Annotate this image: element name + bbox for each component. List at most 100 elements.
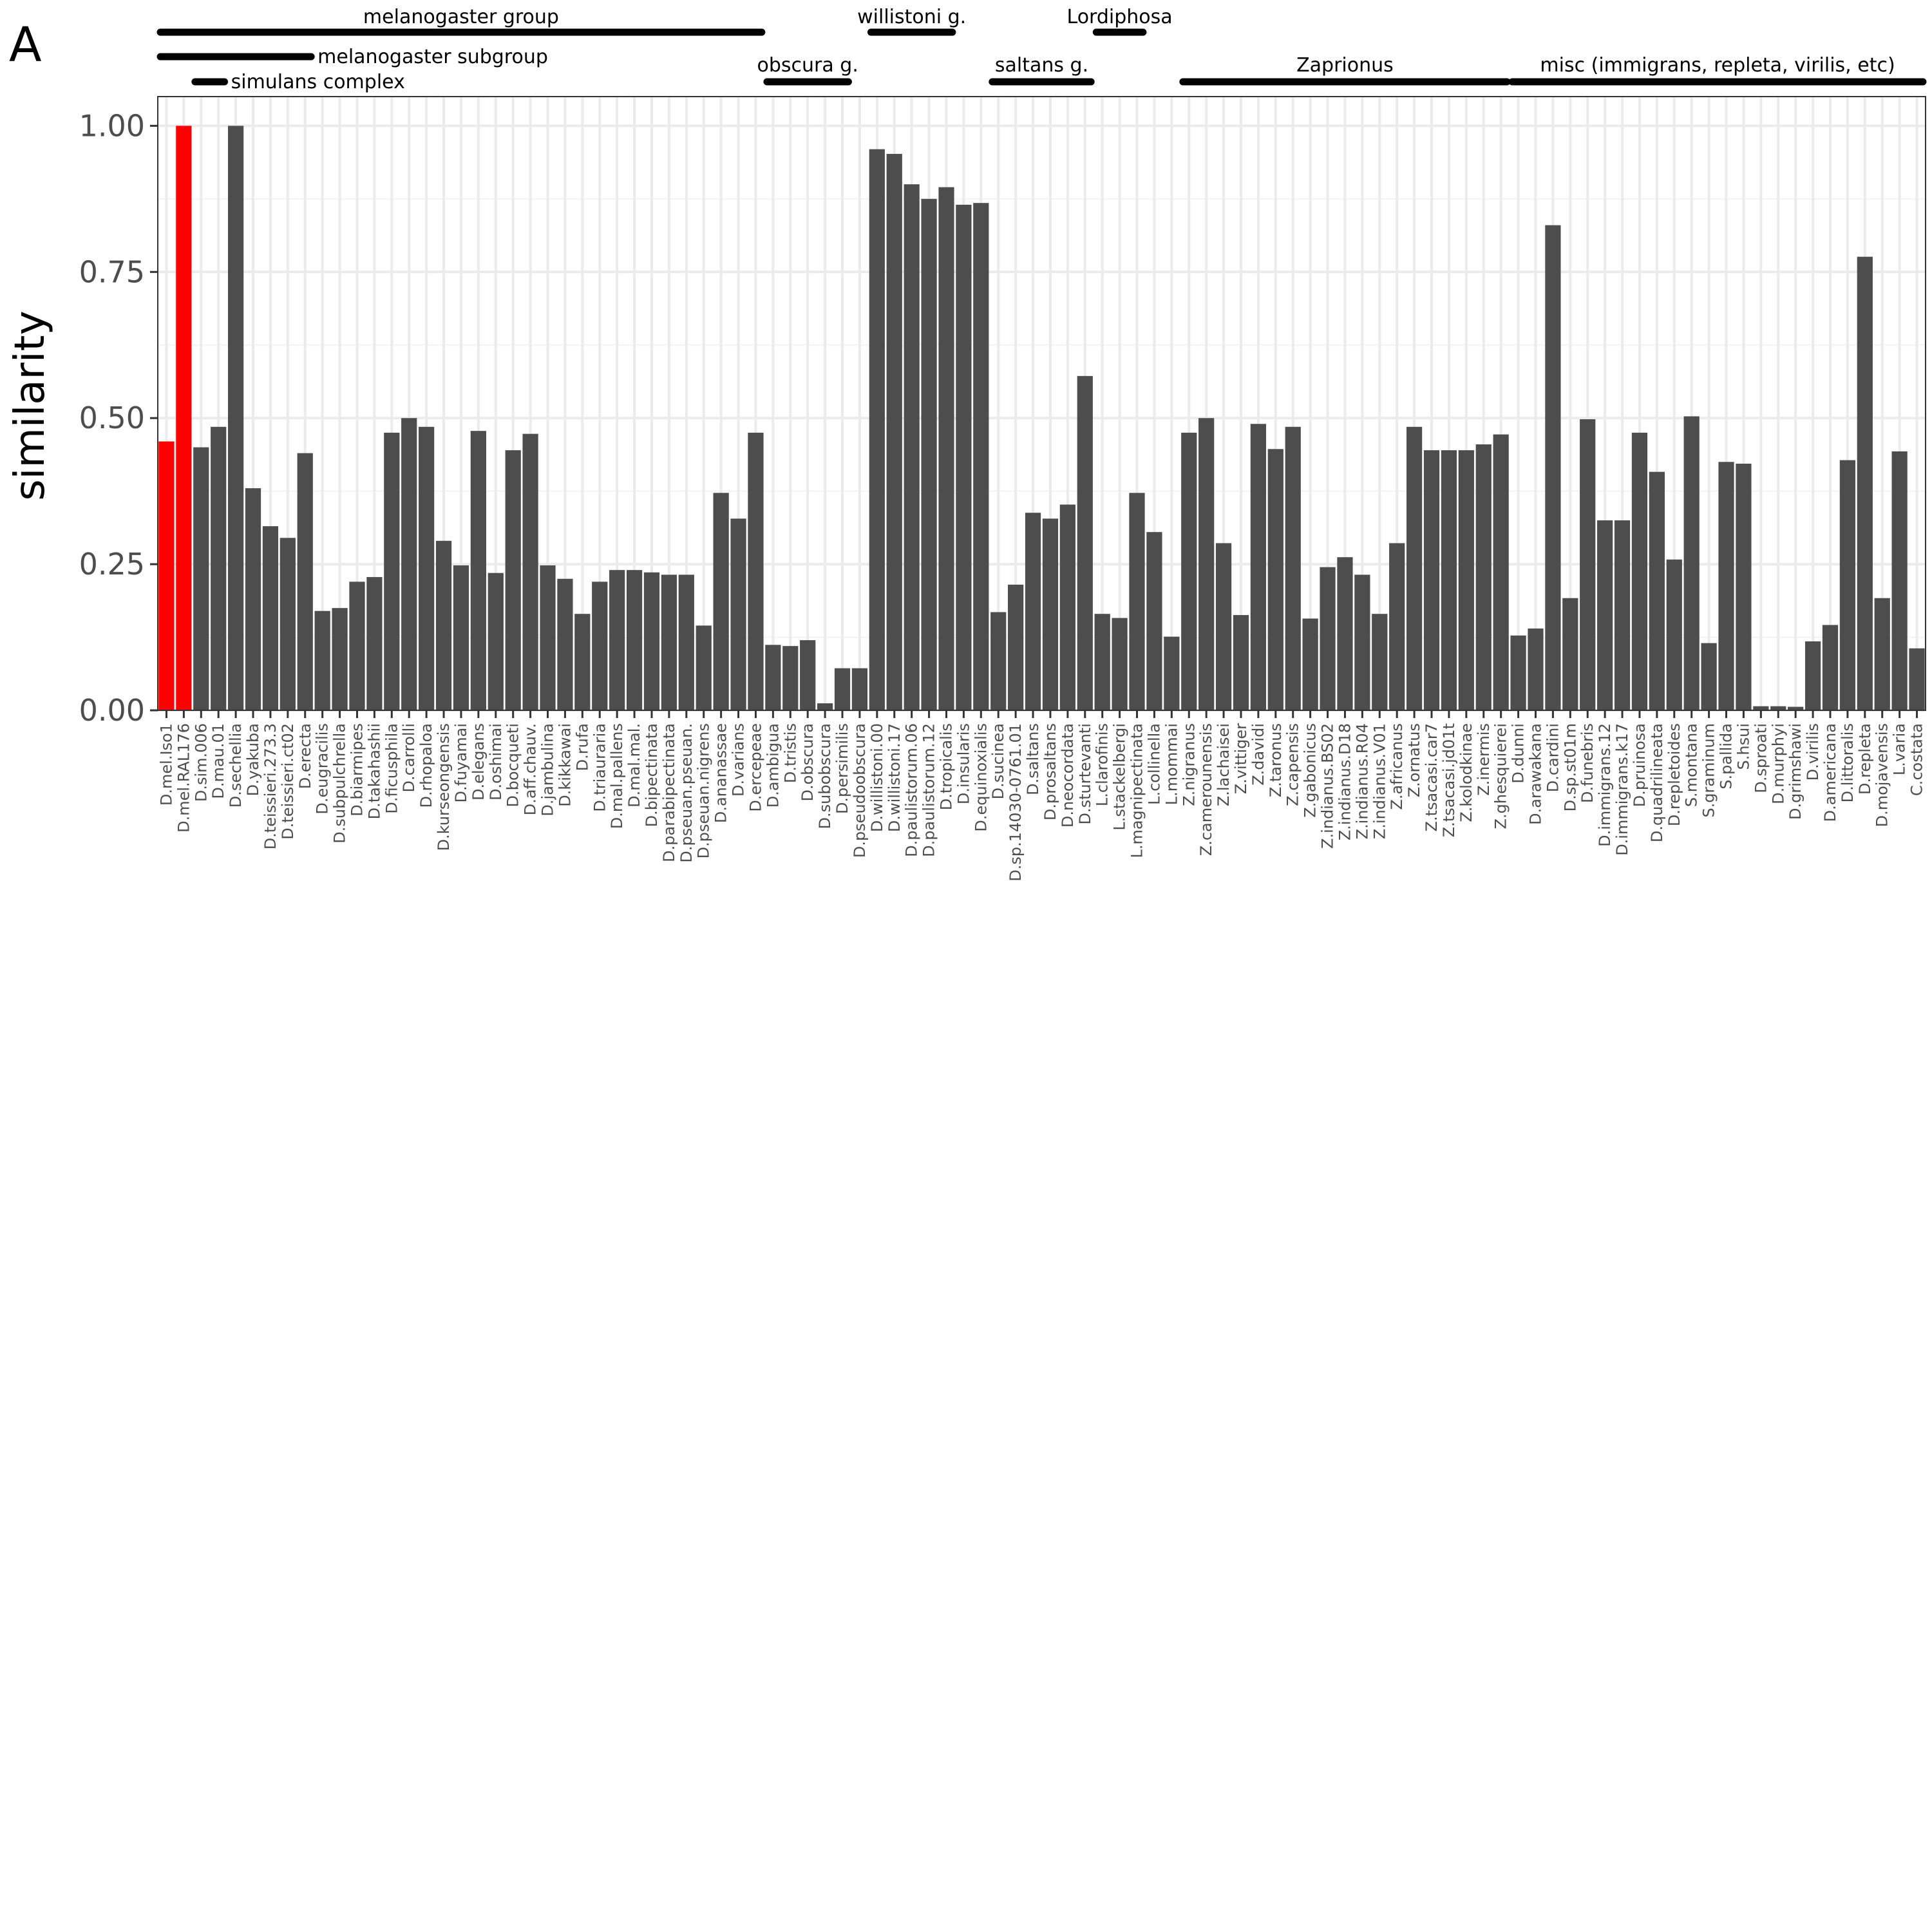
panel-border [157, 96, 1926, 711]
bar-d-bipectinata [643, 572, 660, 710]
x-tick-label: D.mal.mal. [625, 723, 643, 808]
x-tick-label: D.kurseongensis [435, 723, 453, 851]
x-tick-label: D.immigrans.k17 [1613, 723, 1631, 856]
x-tick-label: Z.inermis [1475, 723, 1493, 796]
x-tick-label: D.cardini [1544, 723, 1562, 792]
bar-d-neocordata [1059, 504, 1075, 710]
group-label: melanogaster group [363, 6, 559, 28]
bar-d-willistoni-17 [886, 153, 902, 711]
bar-l-magnipectinata [1129, 493, 1145, 710]
bar-z-lachaisei [1215, 543, 1232, 710]
x-tick-label: Z.indianus.BS02 [1319, 723, 1337, 849]
x-tick-label: Z.capensis [1284, 723, 1302, 806]
panel-label: A [9, 17, 42, 73]
x-tick-label: D.pseuan.nigrens [695, 723, 713, 858]
x-tick-label: L.collinella [1145, 723, 1163, 805]
x-tick-label: D.biarmipes [348, 723, 366, 817]
x-tick-label: D.obscura [799, 723, 817, 802]
x-tick-label: D.sechellia [227, 723, 245, 808]
x-tick-label: L.magnipectinata [1128, 723, 1146, 858]
x-tick-label: D.pseudoobscura [851, 723, 869, 858]
x-tick-label: L.clarofinis [1094, 723, 1112, 806]
x-tick-label: D.mel.RAL176 [175, 723, 193, 833]
bar-d-sproati [1753, 706, 1769, 710]
bar-d-immigrans-12 [1597, 520, 1613, 710]
x-tick-label: D.quadrilineata [1648, 723, 1666, 842]
x-tick-label: Z.indianus.D18 [1336, 723, 1354, 840]
bar-d-takahashii [366, 577, 383, 710]
x-tick-label: S.montana [1683, 723, 1701, 807]
bar-d-mel-iso1 [158, 441, 175, 710]
bar-l-stackelbergi [1112, 618, 1128, 710]
x-tick-label: D.sp.st01m [1561, 723, 1579, 811]
bar-d-ercepeae [748, 432, 764, 710]
bar-d-mal-pallens [609, 570, 625, 710]
x-tick-label: Z.camerounensis [1197, 723, 1215, 856]
x-tick-label: D.funebris [1578, 723, 1596, 803]
x-tick-label: D.neocordata [1059, 723, 1077, 828]
x-tick-label: D.arawakana [1526, 723, 1544, 825]
group-label: obscura g. [757, 54, 858, 77]
bar-d-teissieri-273-3 [262, 526, 279, 710]
x-tick-label: D.saltans [1024, 723, 1042, 795]
x-tick-label: D.jambulina [539, 723, 557, 817]
bar-z-tsacasi-car7 [1423, 450, 1440, 710]
bar-d-biarmipes [349, 582, 365, 710]
bar-d-mel-ral176 [176, 126, 192, 710]
bar-d-jambulina [540, 565, 556, 710]
bar-d-funebris [1580, 419, 1596, 710]
x-tick-label: D.eugracilis [314, 723, 332, 815]
bar-d-sim-006 [193, 447, 209, 710]
bar-d-subobscura [817, 703, 833, 710]
bar-d-dunni [1510, 635, 1526, 710]
group-annotations: melanogaster group melanogaster subgroup s… [156, 6, 1927, 93]
x-tick-label: D.sproati [1752, 723, 1770, 793]
bar-d-virilis [1804, 641, 1821, 710]
x-tick-label: D.ananassae [712, 723, 730, 823]
bar-d-subpulchrella [332, 608, 348, 710]
y-tick-label: 0.00 [79, 693, 145, 728]
bar-s-graminum [1701, 643, 1717, 710]
x-tick-label: D.rufa [573, 723, 591, 771]
bar-d-eugracilis [314, 611, 330, 710]
bar-d-bocqueti [505, 450, 521, 710]
bar-z-indianus-r04 [1354, 574, 1370, 710]
x-tick-label: D.repleta [1856, 723, 1874, 795]
x-tick-label: D.sp.14030-0761.01 [1007, 723, 1025, 882]
x-tick-label: D.persimilis [833, 723, 851, 814]
bar-d-murphyi [1770, 706, 1786, 710]
x-tick-label: C.costata [1908, 723, 1926, 796]
bar-z-inermis [1475, 444, 1492, 710]
x-axis: D.mel.Iso1D.mel.RAL176D.sim.006D.mau.01D… [157, 710, 1926, 882]
bar-z-africanus [1389, 543, 1405, 710]
x-tick-label: D.prosaltans [1041, 723, 1059, 820]
x-tick-label: L.mommai [1162, 723, 1180, 805]
bar-d-pruinosa [1631, 432, 1648, 710]
bar-l-collinella [1146, 532, 1162, 710]
x-tick-label: Z.tsacasi.jd01t [1440, 723, 1458, 837]
x-tick-label: D.subpulchrella [331, 723, 349, 844]
x-tick-label: D.tropicalis [937, 723, 955, 810]
x-tick-label: D.sucinea [989, 723, 1007, 799]
x-tick-label: D.pseuan.pseuan. [677, 723, 696, 863]
y-tick-label: 0.75 [79, 254, 145, 289]
x-tick-label: D.grimshawi [1786, 723, 1804, 820]
bar-l-mommai [1164, 636, 1180, 710]
x-tick-label: D.subobscura [816, 723, 834, 829]
x-tick-label: D.tristis [781, 723, 799, 783]
x-tick-label: D.repletoides [1665, 723, 1683, 826]
bar-z-nigranus [1181, 432, 1197, 710]
bar-d-kurseongensis [435, 540, 452, 710]
bar-d-obscura [800, 640, 816, 710]
x-tick-label: D.dunni [1510, 723, 1528, 784]
x-tick-label: Z.taronus [1267, 723, 1285, 797]
bar-d-sechellia [227, 126, 244, 710]
x-tick-label: D.sim.006 [192, 723, 210, 802]
x-tick-label: Z.tsacasi.car7 [1423, 723, 1441, 831]
x-tick-label: D.pruinosa [1631, 723, 1649, 807]
x-tick-label: Z.ghesquierei [1492, 723, 1510, 829]
x-tick-label: D.americana [1821, 723, 1839, 822]
x-tick-label: D.oshimai [487, 723, 505, 800]
x-tick-label: D.ambigua [764, 723, 782, 808]
x-tick-label: D.insularis [954, 723, 972, 804]
